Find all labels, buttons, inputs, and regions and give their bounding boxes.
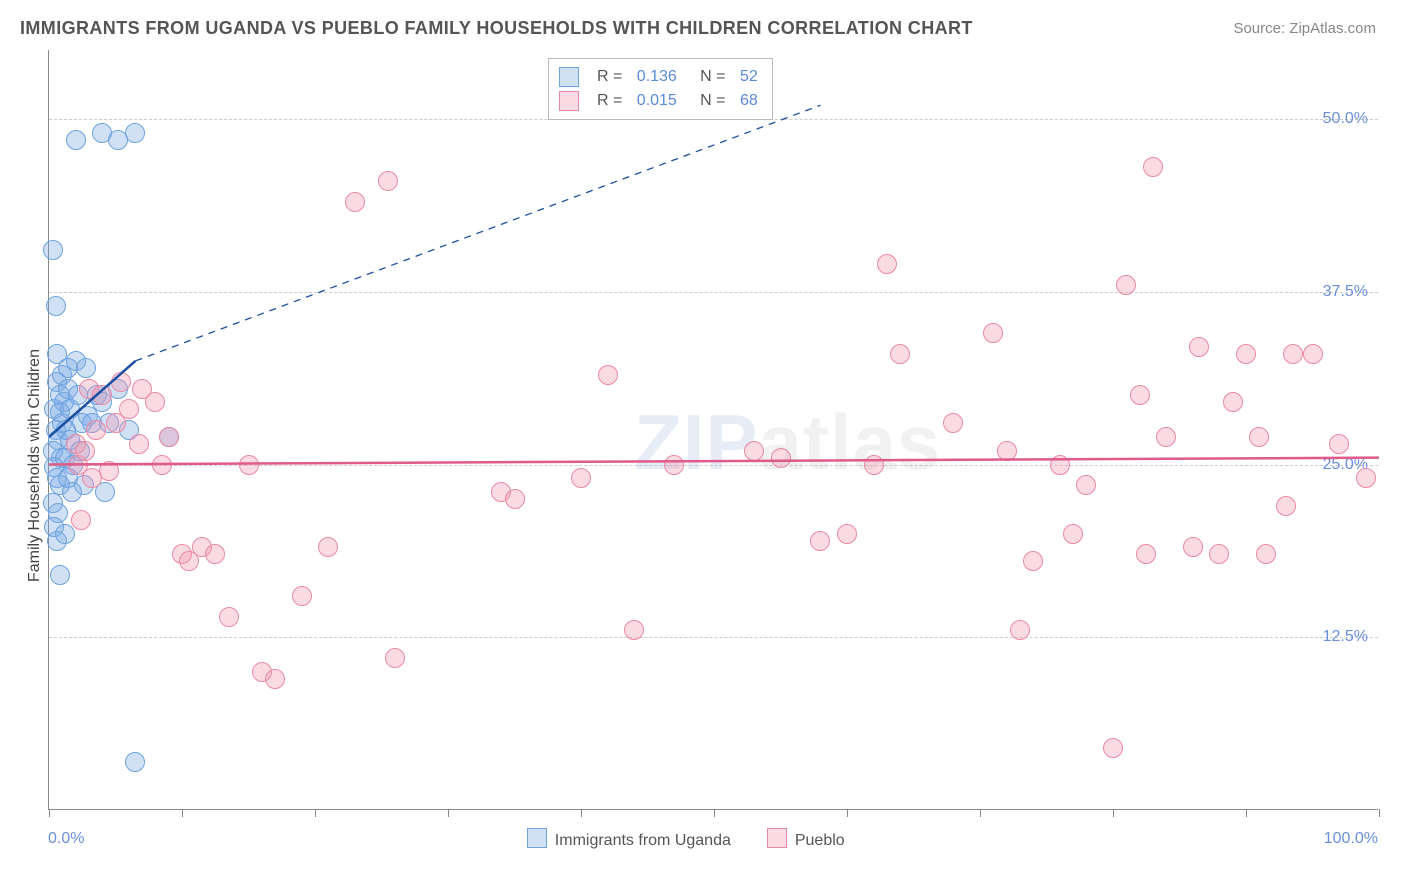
data-point [1329,434,1349,454]
data-point [1223,392,1243,412]
data-point [997,441,1017,461]
data-point [624,620,644,640]
data-point [46,296,66,316]
data-point [75,441,95,461]
data-point [92,385,112,405]
data-point [385,648,405,668]
x-tick [581,809,582,817]
x-tick [49,809,50,817]
data-point [664,455,684,475]
data-point [129,434,149,454]
x-tick [448,809,449,817]
plot-area: ZIPatlas 12.5%25.0%37.5%50.0% [48,50,1378,810]
watermark-zip: ZIP [634,398,758,486]
source-label: Source: ZipAtlas.com [1233,20,1376,37]
x-tick [714,809,715,817]
data-point [205,544,225,564]
data-point [71,510,91,530]
watermark: ZIPatlas [634,397,941,488]
data-point [43,240,63,260]
data-point [1050,455,1070,475]
data-point [864,455,884,475]
legend-row: R = 0.015 N = 68 [559,89,758,113]
data-point [152,455,172,475]
data-point [1063,524,1083,544]
y-tick-label: 50.0% [1323,110,1368,128]
data-point [810,531,830,551]
data-point [1183,537,1203,557]
gridline [49,292,1378,293]
data-point [159,427,179,447]
x-tick [1379,809,1380,817]
gridline [49,637,1378,638]
data-point [1276,496,1296,516]
data-point [1103,738,1123,758]
series-legend: Immigrants from Uganda Pueblo [527,828,845,850]
y-tick-label: 37.5% [1323,283,1368,301]
data-point [66,130,86,150]
data-point [1283,344,1303,364]
data-point [125,752,145,772]
data-point [265,669,285,689]
data-point [119,399,139,419]
data-point [1076,475,1096,495]
watermark-atlas: atlas [759,398,942,486]
data-point [598,365,618,385]
data-point [877,254,897,274]
x-tick [1113,809,1114,817]
data-point [76,358,96,378]
legend-item: Pueblo [767,828,845,850]
y-axis-label: Family Households with Children [26,349,44,582]
stats-legend: R = 0.136 N = 52R = 0.015 N = 68 [548,58,773,120]
data-point [345,192,365,212]
data-point [1116,275,1136,295]
chart-title: IMMIGRANTS FROM UGANDA VS PUEBLO FAMILY … [20,18,973,39]
data-point [837,524,857,544]
data-point [1256,544,1276,564]
data-point [378,171,398,191]
data-point [292,586,312,606]
x-tick [980,809,981,817]
data-point [983,323,1003,343]
y-tick-label: 12.5% [1323,628,1368,646]
data-point [1023,551,1043,571]
legend-row: R = 0.136 N = 52 [559,65,758,89]
data-point [1189,337,1209,357]
data-point [1136,544,1156,564]
data-point [1356,468,1376,488]
data-point [318,537,338,557]
x-tick [182,809,183,817]
data-point [111,372,131,392]
data-point [1010,620,1030,640]
data-point [571,468,591,488]
data-point [50,565,70,585]
x-tick [315,809,316,817]
data-point [505,489,525,509]
data-point [744,441,764,461]
data-point [99,461,119,481]
data-point [239,455,259,475]
data-point [1249,427,1269,447]
x-max-label: 100.0% [1324,830,1378,848]
data-point [145,392,165,412]
x-tick [847,809,848,817]
trend-lines [49,50,1379,810]
data-point [1236,344,1256,364]
data-point [1303,344,1323,364]
data-point [1143,157,1163,177]
data-point [125,123,145,143]
data-point [1130,385,1150,405]
data-point [1156,427,1176,447]
data-point [219,607,239,627]
legend-item: Immigrants from Uganda [527,828,731,850]
data-point [943,413,963,433]
x-min-label: 0.0% [48,830,84,848]
data-point [55,524,75,544]
data-point [1209,544,1229,564]
data-point [86,420,106,440]
data-point [890,344,910,364]
x-tick [1246,809,1247,817]
data-point [771,448,791,468]
